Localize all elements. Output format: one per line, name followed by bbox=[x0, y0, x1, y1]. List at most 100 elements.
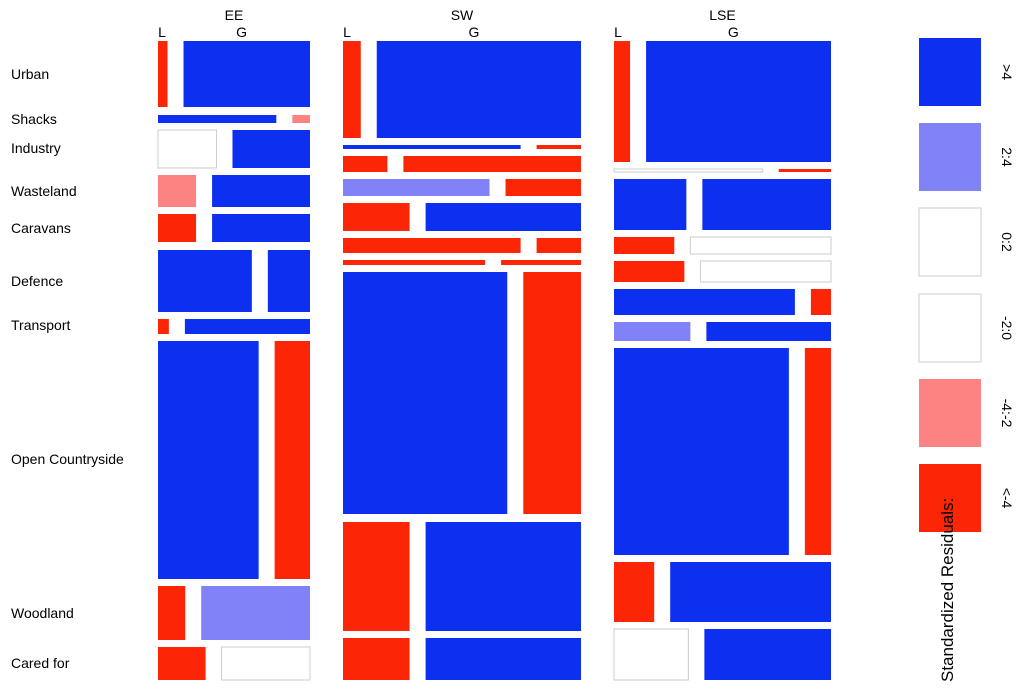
cell-lse-caravans-l bbox=[614, 261, 685, 282]
cell-ee-transport-l bbox=[158, 319, 169, 334]
legend-label: 2:4 bbox=[999, 147, 1015, 167]
row-label-shacks: Shacks bbox=[11, 111, 57, 127]
cell-lse-open-countryside-g bbox=[804, 348, 831, 555]
cell-sw-transport-g bbox=[501, 260, 581, 265]
row-label-open-countryside: Open Countryside bbox=[11, 451, 124, 467]
cell-ee-defence-g bbox=[267, 250, 310, 312]
cell-sw-urban-l bbox=[343, 41, 361, 138]
cell-lse-industry-g bbox=[702, 179, 831, 230]
cell-lse-wasteland-g bbox=[689, 236, 832, 255]
cell-sw-open-countryside-g bbox=[523, 272, 581, 514]
cell-sw-industry-l bbox=[343, 156, 388, 172]
cell-lse-open-countryside-l bbox=[614, 348, 789, 555]
sublabel-g: G bbox=[236, 24, 247, 40]
cell-lse-industry-l bbox=[614, 179, 687, 230]
cell-lse-caravans-g bbox=[699, 260, 832, 283]
legend-swatch bbox=[918, 293, 982, 363]
region-headers: EE SW LSE bbox=[225, 7, 736, 23]
legend-swatch bbox=[919, 379, 981, 447]
cell-ee-industry-l bbox=[157, 129, 217, 169]
cell-lse-shacks-g bbox=[778, 169, 831, 172]
cell-ee-shacks-l bbox=[158, 115, 277, 123]
cell-sw-woodland-l bbox=[343, 522, 410, 631]
cell-ee-wasteland-l bbox=[158, 175, 197, 207]
cell-ee-defence-l bbox=[158, 250, 252, 312]
cell-lse-wasteland-l bbox=[614, 237, 675, 254]
legend-label: <-4 bbox=[999, 488, 1015, 509]
legend-label: 0:2 bbox=[999, 232, 1015, 252]
cell-lse-transport-l bbox=[614, 322, 691, 341]
cell-ee-open-countryside-g bbox=[274, 341, 310, 579]
region-header-ee: EE bbox=[225, 7, 244, 23]
cell-sw-transport-l bbox=[343, 260, 486, 265]
legend-swatch bbox=[919, 464, 981, 532]
cell-lse-defence-g bbox=[810, 289, 831, 315]
row-label-urban: Urban bbox=[11, 66, 49, 82]
cell-lse-woodland-g bbox=[670, 562, 831, 622]
legend-swatch bbox=[919, 38, 981, 106]
row-labels: Urban Shacks Industry Wasteland Caravans Defe… bbox=[11, 66, 124, 671]
legend-swatch bbox=[918, 207, 982, 277]
sublabel-g: G bbox=[728, 24, 739, 40]
legend-title: Standardized Residuals: bbox=[938, 498, 957, 682]
legend-swatch bbox=[919, 123, 981, 191]
cell-ee-shacks-g bbox=[292, 115, 310, 123]
cell-lse-defence-l bbox=[614, 289, 795, 315]
row-label-woodland: Woodland bbox=[11, 605, 74, 621]
row-label-industry: Industry bbox=[11, 140, 61, 156]
cell-lse-urban-l bbox=[614, 41, 631, 162]
cell-ee-woodland-l bbox=[158, 586, 186, 640]
legend-label: -4:-2 bbox=[999, 399, 1015, 428]
cell-ee-cared-for-g bbox=[221, 646, 311, 681]
cell-lse-shacks-l bbox=[613, 168, 764, 173]
region-header-lse: LSE bbox=[709, 7, 735, 23]
mosaic-cells bbox=[157, 41, 832, 681]
cell-lse-transport-g bbox=[706, 322, 831, 341]
cell-sw-wasteland-l bbox=[343, 179, 490, 196]
row-label-transport: Transport bbox=[11, 317, 71, 333]
sublabel-l: L bbox=[343, 24, 351, 40]
cell-sw-shacks-l bbox=[343, 145, 521, 149]
legend-swatches bbox=[918, 38, 982, 532]
legend: >4 2:4 0:2 -2:0 -4:-2 <-4 Standardized Residu… bbox=[918, 38, 1015, 682]
sublabel-l: L bbox=[158, 24, 166, 40]
cell-ee-woodland-g bbox=[201, 586, 310, 640]
row-label-caravans: Caravans bbox=[11, 220, 71, 236]
cell-lse-woodland-l bbox=[614, 562, 655, 622]
cell-sw-industry-g bbox=[403, 156, 581, 172]
cell-sw-caravans-l bbox=[343, 203, 410, 231]
cell-sw-caravans-g bbox=[425, 203, 581, 231]
sublabel-g: G bbox=[468, 24, 479, 40]
cell-sw-cared-for-l bbox=[343, 638, 410, 680]
cell-sw-urban-g bbox=[376, 41, 581, 138]
cell-sw-defence-g bbox=[536, 238, 581, 253]
cell-lse-urban-g bbox=[646, 41, 831, 162]
cell-lse-cared-for-g bbox=[704, 629, 831, 680]
legend-label: >4 bbox=[999, 64, 1015, 80]
cell-ee-urban-g bbox=[183, 41, 310, 107]
cell-ee-industry-g bbox=[232, 130, 310, 168]
legend-labels: >4 2:4 0:2 -2:0 -4:-2 <-4 bbox=[999, 64, 1015, 509]
cell-ee-urban-l bbox=[158, 41, 168, 107]
cell-ee-wasteland-g bbox=[212, 175, 310, 207]
cell-sw-defence-l bbox=[343, 238, 521, 253]
cell-ee-transport-g bbox=[184, 319, 310, 334]
cell-sw-wasteland-g bbox=[505, 179, 581, 196]
row-label-defence: Defence bbox=[11, 273, 63, 289]
cell-ee-cared-for-l bbox=[158, 647, 206, 680]
cell-sw-shacks-g bbox=[536, 145, 581, 149]
cell-lse-cared-for-l bbox=[613, 628, 689, 681]
cell-sw-woodland-g bbox=[425, 522, 581, 631]
cell-sw-open-countryside-l bbox=[343, 272, 508, 514]
cell-ee-open-countryside-l bbox=[158, 341, 259, 579]
cell-ee-caravans-g bbox=[212, 214, 310, 242]
cell-sw-cared-for-g bbox=[425, 638, 581, 680]
row-label-wasteland: Wasteland bbox=[11, 183, 77, 199]
row-label-cared-for: Cared for bbox=[11, 655, 70, 671]
cell-ee-caravans-l bbox=[158, 214, 197, 242]
legend-label: -2:0 bbox=[999, 316, 1015, 340]
region-header-sw: SW bbox=[451, 7, 474, 23]
sublabel-l: L bbox=[614, 24, 622, 40]
